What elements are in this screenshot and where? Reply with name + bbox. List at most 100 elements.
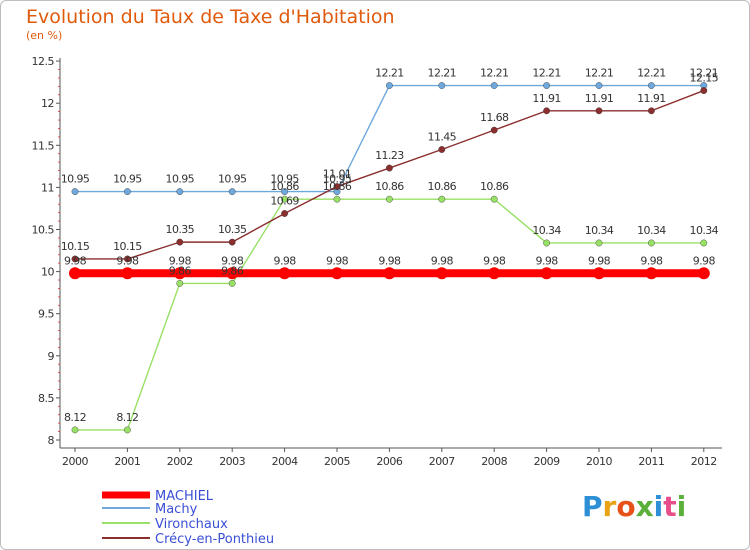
data-point xyxy=(385,164,393,172)
x-tick-label: 2008 xyxy=(481,455,507,468)
x-tick-label: 2010 xyxy=(586,455,612,468)
data-label: 12.21 xyxy=(690,67,719,80)
data-point xyxy=(176,238,184,246)
data-label: 10.95 xyxy=(270,173,299,186)
legend-label: Machy xyxy=(155,502,198,517)
data-point xyxy=(700,87,708,94)
data-label: 9.98 xyxy=(640,254,663,267)
data-point xyxy=(173,267,186,280)
data-label: 11.91 xyxy=(532,92,561,105)
data-label: 9.98 xyxy=(483,254,506,267)
data-point xyxy=(333,183,341,190)
data-point xyxy=(71,426,79,434)
chart-axes: 8 8.5 9 9.5 10 10.5 11 11.5 12 12.5 2000 2001 2002 20… xyxy=(32,55,722,468)
data-label: 10.34 xyxy=(690,224,719,237)
x-tick-label: 2009 xyxy=(534,455,560,468)
legend-label: Crécy-en-Ponthieu xyxy=(155,532,274,547)
data-point xyxy=(331,267,343,280)
data-point xyxy=(333,195,341,203)
data-point xyxy=(540,267,553,280)
logo-text: Proxiti xyxy=(582,490,686,523)
data-label: 10.95 xyxy=(61,173,90,186)
data-point xyxy=(385,82,393,89)
data-point xyxy=(69,267,81,280)
data-point xyxy=(648,107,655,115)
data-point xyxy=(593,267,605,280)
data-label: 10.95 xyxy=(323,173,352,186)
x-tick-label: 2006 xyxy=(376,455,402,468)
data-label: 9.86 xyxy=(221,264,244,277)
data-point xyxy=(595,239,603,247)
data-point xyxy=(648,239,655,247)
y-tick-label: 11 xyxy=(41,181,54,194)
y-tick-label: 8.5 xyxy=(38,392,54,405)
data-point xyxy=(176,279,184,287)
data-point xyxy=(281,210,288,217)
data-label: 8.12 xyxy=(116,411,138,424)
data-label: 12.21 xyxy=(532,67,561,80)
data-point xyxy=(71,188,79,196)
data-point xyxy=(228,238,236,246)
data-label: 11.01 xyxy=(323,168,352,181)
data-point xyxy=(383,267,396,280)
data-label: 10.35 xyxy=(218,223,247,236)
data-point xyxy=(490,126,498,134)
data-point xyxy=(278,267,291,280)
data-label: 11.45 xyxy=(428,131,457,144)
data-label: 9.98 xyxy=(431,254,454,267)
x-tick-label: 2004 xyxy=(272,455,298,468)
x-tick-label: 2011 xyxy=(638,455,664,468)
data-label: 11.23 xyxy=(375,149,404,162)
data-label: 11.91 xyxy=(585,92,614,105)
y-tick-label: 12.5 xyxy=(32,55,55,68)
data-label: 9.98 xyxy=(221,254,244,267)
data-label: 10.86 xyxy=(428,180,457,193)
proxiti-logo: Proxiti xyxy=(582,490,686,523)
data-point xyxy=(543,239,550,247)
data-point xyxy=(438,82,446,89)
y-tick-label: 11.5 xyxy=(32,139,55,152)
data-label: 10.34 xyxy=(637,224,666,237)
y-tick-label: 8 xyxy=(48,434,55,447)
data-point xyxy=(543,107,550,115)
data-point xyxy=(543,82,550,89)
legend-label: MACHIEL xyxy=(155,489,214,504)
data-label: 11.68 xyxy=(480,111,509,124)
data-point xyxy=(438,195,446,203)
data-point xyxy=(124,255,131,263)
data-label: 10.86 xyxy=(480,180,509,193)
data-label: 10.86 xyxy=(323,180,352,193)
data-labels: 8.12 8.12 9.86 9.86 10.86 10.86 10.86 10.86 10.8… xyxy=(61,67,719,424)
data-label: 12.21 xyxy=(637,67,666,80)
data-label: 9.86 xyxy=(169,264,192,277)
data-label: 8.12 xyxy=(64,411,86,424)
data-label: 10.86 xyxy=(270,180,299,193)
data-point xyxy=(71,255,79,263)
data-label: 9.98 xyxy=(536,254,559,267)
y-tick-label: 9 xyxy=(48,350,55,363)
data-label: 10.15 xyxy=(113,240,142,253)
data-point xyxy=(648,82,655,89)
data-label: 12.21 xyxy=(585,67,614,80)
data-label: 9.98 xyxy=(693,254,716,267)
data-label: 12.15 xyxy=(690,72,719,85)
data-point xyxy=(124,426,131,434)
data-label: 9.98 xyxy=(169,254,192,267)
data-label: 9.98 xyxy=(588,254,611,267)
data-label: 10.95 xyxy=(166,173,195,186)
data-point xyxy=(385,195,393,203)
data-point xyxy=(490,82,498,89)
data-label: 10.34 xyxy=(585,224,614,237)
data-point xyxy=(595,107,603,115)
y-tick-label: 12 xyxy=(41,97,54,110)
data-label: 12.21 xyxy=(428,67,457,80)
data-label: 10.86 xyxy=(375,180,404,193)
data-label: 10.35 xyxy=(166,223,195,236)
data-point xyxy=(488,267,501,280)
data-label: 9.98 xyxy=(274,254,297,267)
series-layer xyxy=(69,82,710,434)
x-tick-label: 2012 xyxy=(691,455,717,468)
data-label: 10.95 xyxy=(218,173,247,186)
